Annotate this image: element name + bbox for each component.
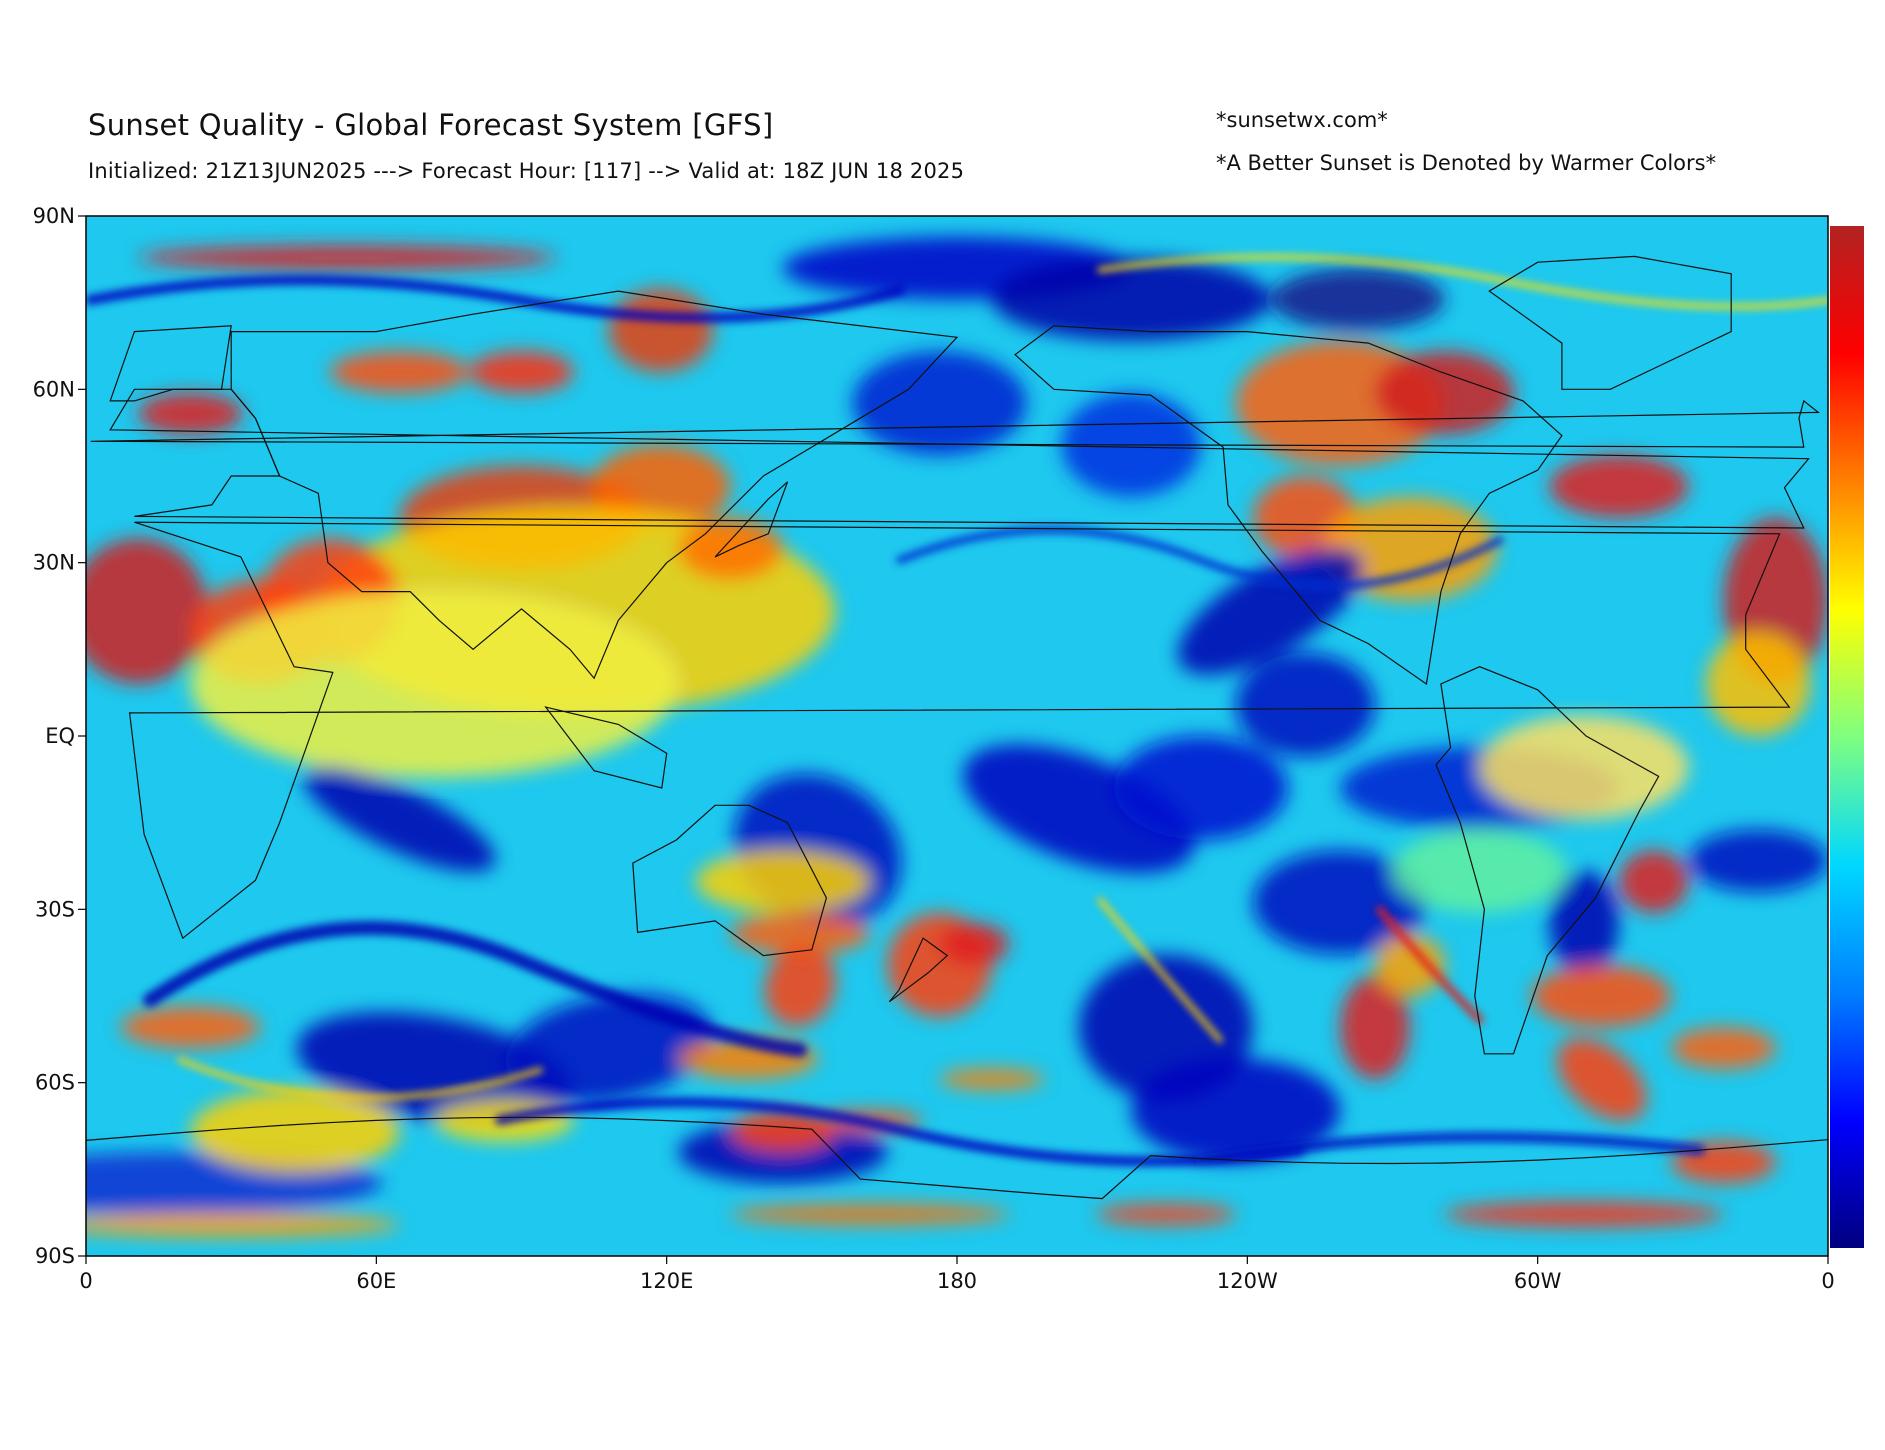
coastline (714, 481, 789, 558)
field-feature (1549, 455, 1689, 518)
field-feature (991, 257, 1271, 341)
field-streak (1097, 254, 1828, 310)
lon-label: 180 (937, 1269, 977, 1293)
field-feature (730, 1204, 1010, 1225)
field-streak (177, 1057, 543, 1101)
lon-label: 60W (1514, 1269, 1562, 1293)
lat-label: EQ (45, 724, 75, 748)
color-note: *A Better Sunset is Denoted by Warmer Co… (1216, 151, 1717, 175)
coastline (544, 706, 668, 789)
coastline (230, 290, 959, 680)
field-feature (1113, 736, 1288, 840)
field-feature (329, 351, 470, 393)
field-feature (1322, 496, 1498, 601)
coastline (1435, 666, 1660, 1055)
field-feature (939, 1068, 1045, 1090)
field-feature (1556, 1037, 1647, 1121)
field-feature (1131, 1058, 1341, 1163)
field-streak (86, 275, 905, 323)
field-streak (1097, 897, 1223, 1043)
field-feature (1671, 1027, 1776, 1069)
field-feature (1375, 933, 1445, 996)
field-feature (1340, 975, 1410, 1080)
coastlines (86, 255, 1828, 1200)
map-title: Sunset Quality - Global Forecast System … (88, 108, 774, 142)
field-feature (730, 1110, 836, 1152)
field-feature (138, 392, 243, 435)
field-feature (138, 245, 557, 271)
field-feature (764, 944, 836, 1027)
latitude-axis: 90N 60N 30N EQ 30S 60S 90S (33, 204, 86, 1268)
lon-label: 60E (356, 1269, 396, 1293)
field-feature (1444, 1201, 1724, 1227)
field-feature (1549, 871, 1619, 976)
field-feature (1531, 964, 1672, 1028)
forecast-field (86, 216, 1828, 1256)
longitude-axis: 0 60E 120E 180 120W 60W 0 (79, 1256, 1835, 1293)
coastline (128, 521, 1791, 940)
lat-label: 90S (35, 1244, 75, 1268)
coastline (90, 399, 1820, 448)
lat-label: 60N (33, 377, 75, 401)
lon-label: 0 (1821, 1269, 1834, 1293)
field-feature (1375, 351, 1515, 435)
field-feature (190, 1089, 400, 1173)
coastline (632, 804, 828, 957)
field-streak (495, 1097, 1305, 1167)
coastline (1014, 325, 1563, 686)
lat-label: 90N (33, 204, 75, 228)
field-feature (1177, 547, 1364, 675)
field-feature (1706, 632, 1811, 736)
coastline-antarctica (86, 1116, 1828, 1200)
field-feature (591, 444, 731, 528)
coastline (109, 325, 232, 402)
field-feature (1688, 829, 1828, 892)
field-feature (1235, 652, 1376, 757)
field-feature (86, 1212, 400, 1238)
lon-label: 120E (640, 1269, 693, 1293)
field-feature (852, 351, 1027, 456)
field-feature (939, 923, 1010, 965)
map-subtitle: Initialized: 21Z13JUN2025 ---> Forecast … (88, 159, 965, 183)
coastline (888, 937, 949, 1003)
colorbar (1830, 226, 1864, 1248)
field-feature (678, 1120, 888, 1184)
lon-label: 120W (1217, 1269, 1278, 1293)
lat-label: 60S (35, 1071, 75, 1095)
field-streak (143, 921, 807, 1057)
field-feature (190, 590, 679, 778)
field-feature (1270, 268, 1445, 331)
field-feature (1618, 850, 1689, 913)
field-streak (1376, 906, 1484, 1024)
field-feature (303, 766, 496, 872)
field-feature (1096, 1204, 1236, 1225)
field-feature (695, 850, 870, 913)
site-credit: *sunsetwx.com* (1216, 108, 1388, 132)
lat-label: 30N (33, 551, 75, 575)
field-feature (730, 912, 870, 955)
field-streak (896, 526, 1504, 590)
coastline (1488, 255, 1732, 390)
field-feature (678, 517, 783, 580)
field-feature (86, 538, 208, 684)
lat-label: 30S (35, 897, 75, 921)
field-feature (608, 288, 714, 372)
field-feature (1253, 850, 1428, 955)
field-feature (1392, 829, 1567, 913)
field-feature (120, 1006, 261, 1048)
field-streak (1195, 1132, 1705, 1165)
field-feature (1479, 715, 1689, 820)
field-feature (962, 744, 1195, 874)
lon-label: 0 (79, 1269, 92, 1293)
field-feature (469, 351, 574, 393)
